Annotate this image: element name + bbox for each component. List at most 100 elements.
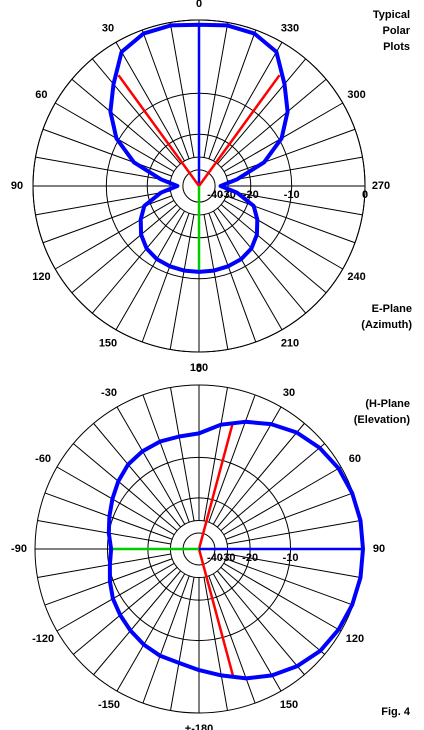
spoke: [73, 566, 178, 655]
angle-tick-label: 210: [281, 338, 299, 350]
spoke: [208, 212, 257, 343]
spoke: [225, 558, 354, 606]
chart-title: Typical: [373, 9, 410, 21]
spoke: [227, 520, 361, 545]
angle-tick-label: 120: [32, 271, 50, 283]
angle-tick-label: 270: [372, 180, 390, 192]
polar-chart: -40-30 -20 -10 0030609012015018021024027030…: [11, 0, 412, 374]
spoke: [208, 394, 256, 523]
spoke: [56, 466, 175, 536]
chart-title: (H-Plane: [365, 398, 410, 410]
spoke: [225, 195, 356, 244]
spoke: [37, 520, 171, 545]
spoke: [42, 128, 173, 177]
chart-title: Plots: [383, 41, 410, 53]
spoke: [170, 387, 195, 521]
angle-tick-label: 330: [281, 22, 299, 34]
spoke: [227, 190, 363, 216]
spoke: [220, 78, 327, 168]
angle-tick-label: 60: [35, 89, 47, 101]
reference-line: [197, 548, 235, 677]
spoke: [223, 200, 344, 270]
spoke: [213, 210, 283, 331]
angle-tick-label: 150: [280, 699, 298, 711]
angle-tick-label: +-180: [185, 723, 213, 730]
spoke: [223, 562, 342, 632]
spoke: [142, 394, 190, 523]
spoke: [35, 190, 171, 216]
spoke: [217, 207, 307, 314]
spoke: [93, 423, 182, 528]
figure-label: Fig. 4: [381, 706, 411, 718]
spoke: [71, 78, 178, 168]
spoke: [208, 575, 256, 704]
spoke: [216, 423, 305, 528]
spoke: [71, 204, 178, 294]
spoke: [203, 577, 228, 711]
r-tick-label: -40: [207, 552, 223, 564]
spoke: [227, 156, 363, 182]
angle-tick-label: -120: [32, 633, 54, 645]
angle-tick-label: -90: [11, 543, 27, 555]
spoke: [169, 214, 195, 350]
spoke: [216, 570, 305, 675]
reference-line: [197, 74, 281, 187]
spoke: [220, 204, 327, 294]
spoke: [115, 210, 185, 331]
spoke: [54, 200, 175, 270]
angle-tick-label: 90: [373, 543, 385, 555]
angle-tick-label: 30: [283, 387, 295, 399]
r-tick-label: -10: [284, 189, 300, 201]
spoke: [220, 566, 325, 655]
spoke: [212, 406, 282, 525]
chart-title: (Elevation): [354, 414, 411, 426]
spoke: [213, 41, 283, 162]
angle-tick-label: 0: [196, 0, 202, 10]
angle-tick-label: -150: [98, 699, 120, 711]
angle-tick-label: -30: [101, 387, 117, 399]
chart-title: Polar: [382, 25, 410, 37]
spoke: [227, 553, 361, 578]
angle-tick-label: 240: [347, 271, 365, 283]
angle-tick-label: 90: [11, 180, 23, 192]
angle-tick-label: 300: [347, 89, 365, 101]
reference-line: [117, 74, 201, 187]
angle-tick-label: 0: [196, 363, 202, 375]
spoke: [212, 573, 282, 692]
spoke: [203, 214, 229, 350]
angle-tick-label: 60: [349, 453, 361, 465]
spoke: [141, 29, 190, 160]
spoke: [91, 207, 181, 314]
spoke: [35, 156, 171, 182]
chart-subtitle: E-Plane: [372, 303, 412, 315]
spoke: [170, 577, 195, 711]
chart-subtitle: (Azimuth): [361, 319, 412, 331]
spoke: [115, 41, 185, 162]
spoke: [116, 406, 186, 525]
angle-tick-label: 180: [190, 362, 208, 374]
spoke: [42, 195, 173, 244]
spoke: [169, 22, 195, 158]
angle-tick-label: 120: [346, 633, 364, 645]
spoke: [225, 492, 354, 540]
spoke: [217, 58, 307, 165]
spoke: [116, 573, 186, 692]
r-tick-label: -10: [283, 552, 299, 564]
spoke: [56, 562, 175, 632]
angle-tick-label: 150: [99, 338, 117, 350]
spoke: [93, 570, 182, 675]
spoke: [220, 443, 325, 532]
spoke: [208, 29, 257, 160]
spoke: [203, 387, 228, 521]
spoke: [223, 466, 342, 536]
spoke: [142, 575, 190, 704]
reference-line: [197, 421, 235, 550]
spoke: [225, 128, 356, 177]
spoke: [73, 443, 178, 532]
pattern-line: [106, 419, 365, 681]
r-tick-label: 0: [362, 189, 368, 201]
pattern-line: [108, 22, 290, 274]
polar-chart: -40-30 -20 -100306090120150+-180-150-120-9…: [11, 363, 410, 730]
